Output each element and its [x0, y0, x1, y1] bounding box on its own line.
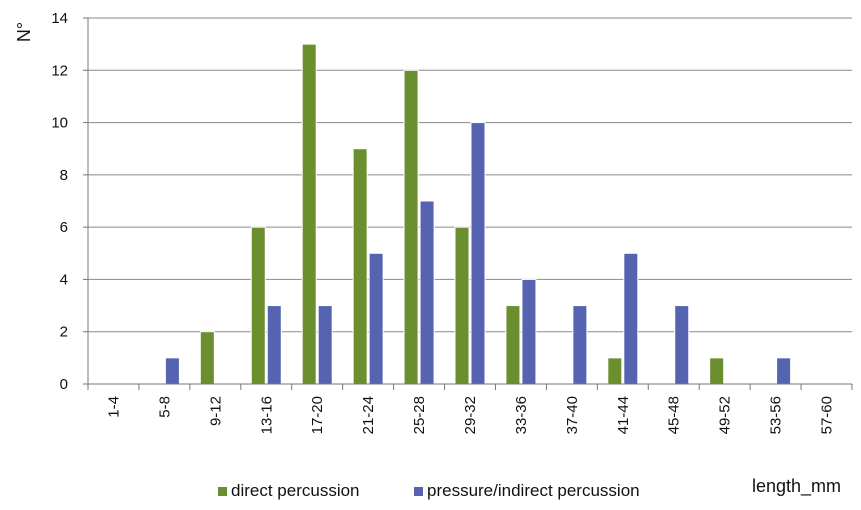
legend-label: pressure/indirect percussion — [427, 481, 640, 500]
y-tick-label: 14 — [51, 10, 68, 27]
y-tick-label: 2 — [60, 324, 68, 341]
x-tick-label: 53-56 — [768, 396, 785, 434]
bar-direct-25-28 — [403, 69, 419, 385]
bar-direct-33-36 — [505, 305, 521, 385]
bar-pressure-33-36 — [521, 278, 537, 385]
bar-pressure-17-20 — [317, 305, 333, 385]
legend-swatch — [414, 487, 423, 496]
x-tick-label: 21-24 — [360, 396, 377, 434]
bar-pressure-5-8 — [164, 357, 180, 385]
y-tick-label: 6 — [60, 219, 68, 236]
y-tick-label: 8 — [60, 167, 68, 184]
bar-direct-21-24 — [352, 148, 368, 385]
bar-direct-29-32 — [454, 226, 470, 385]
x-tick-label: 29-32 — [462, 396, 479, 434]
bars — [164, 43, 792, 385]
bar-pressure-13-16 — [266, 305, 282, 385]
x-axis-title: length_mm — [752, 476, 841, 497]
y-axis-title: N° — [14, 22, 34, 42]
x-tick-label: 1-4 — [105, 396, 122, 418]
bar-direct-13-16 — [250, 226, 266, 385]
bar-pressure-41-44 — [623, 252, 639, 385]
x-tick-label: 9-12 — [207, 396, 224, 426]
x-tick-label: 5-8 — [156, 396, 173, 418]
y-tick-label: 12 — [51, 62, 68, 79]
gridlines — [88, 17, 852, 333]
bar-direct-17-20 — [301, 43, 317, 385]
y-tick-label: 4 — [60, 271, 68, 288]
x-tick-label: 13-16 — [258, 396, 275, 434]
legend-swatch — [218, 487, 227, 496]
x-tick-label: 41-44 — [615, 396, 632, 434]
bar-pressure-53-56 — [776, 357, 792, 385]
axes — [83, 17, 853, 390]
bar-pressure-45-48 — [674, 305, 690, 385]
y-tick-label: 10 — [51, 115, 68, 132]
bar-direct-49-52 — [709, 357, 725, 385]
bar-pressure-37-40 — [572, 305, 588, 385]
x-tick-label: 37-40 — [564, 396, 581, 434]
bar-pressure-21-24 — [368, 252, 384, 385]
bar-pressure-29-32 — [470, 122, 486, 385]
bar-direct-9-12 — [199, 331, 215, 385]
x-tick-label: 25-28 — [411, 396, 428, 434]
legend-label: direct percussion — [231, 481, 360, 500]
x-tick-label: 45-48 — [666, 396, 683, 434]
x-tick-label: 49-52 — [717, 396, 734, 434]
bar-direct-41-44 — [607, 357, 623, 385]
x-tick-labels: 1-4 5-8 9-12 13-16 17-20 21-24 25-28 29-32 33-36… — [105, 396, 835, 434]
y-tick-labels: 0 2 4 6 8 10 12 14 — [51, 10, 68, 393]
x-tick-label: 33-36 — [513, 396, 530, 434]
legend: direct percussion pressure/indirect percu… — [218, 481, 640, 500]
x-tick-label: 57-60 — [819, 396, 836, 434]
x-tick-label: 17-20 — [309, 396, 326, 434]
bar-pressure-25-28 — [419, 200, 435, 385]
y-tick-label: 0 — [60, 376, 68, 393]
